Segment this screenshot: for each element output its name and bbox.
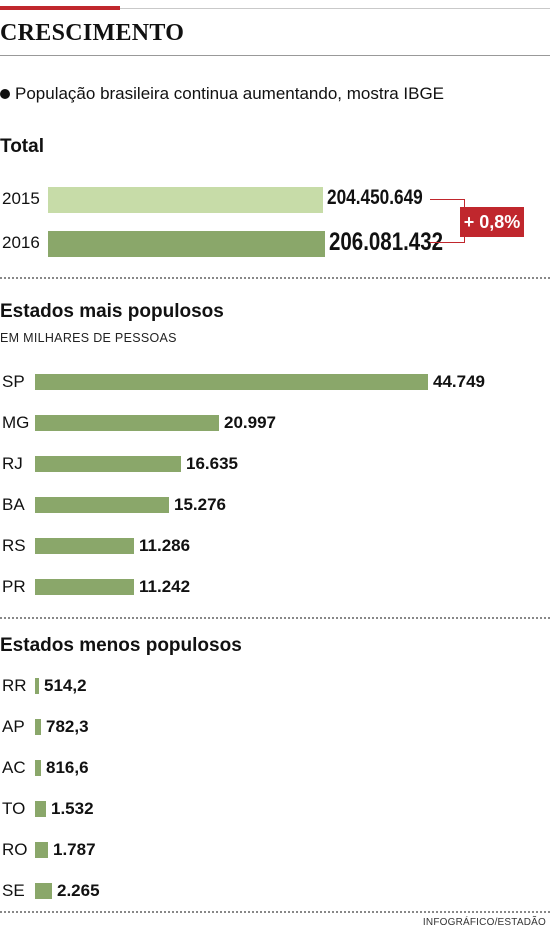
credit-label: INFOGRÁFICO/ESTADÃO	[422, 917, 546, 928]
state-label: RS	[2, 536, 26, 555]
state-value-label: 11.242	[139, 577, 191, 596]
state-bar	[35, 497, 169, 513]
state-value-label: 816,6	[46, 758, 89, 777]
state-label: MG	[2, 413, 30, 432]
total-value-label: 204.450.649	[327, 186, 423, 209]
state-label: BA	[2, 495, 25, 514]
year-label: 2016	[2, 233, 40, 252]
total-value-label: 206.081.432	[329, 228, 444, 256]
state-bar	[35, 415, 219, 431]
state-bar	[35, 842, 48, 858]
state-label: RO	[2, 840, 28, 859]
state-bar	[35, 456, 181, 472]
state-value-label: 11.286	[139, 536, 191, 555]
most-populous-title: Estados mais populosos	[0, 301, 224, 322]
header-accent-bar	[0, 6, 120, 10]
state-bar	[35, 538, 134, 554]
state-label: RJ	[2, 454, 23, 473]
state-bar	[35, 801, 46, 817]
header-top-rule	[120, 8, 550, 9]
footer-divider	[0, 911, 550, 913]
state-label: PR	[2, 577, 26, 596]
state-label: SE	[2, 881, 25, 900]
title-divider	[0, 55, 550, 56]
state-bar	[35, 374, 428, 390]
state-bar	[35, 760, 41, 776]
page-subtitle: População brasileira continua aumentando…	[15, 84, 445, 103]
state-value-label: 15.276	[174, 495, 226, 514]
total-bar	[48, 231, 325, 257]
state-bar	[35, 719, 41, 735]
state-bar	[35, 678, 39, 694]
units-note: EM MILHARES DE PESSOAS	[0, 331, 177, 345]
state-label: SP	[2, 372, 25, 391]
bullet-icon	[0, 89, 10, 99]
total-bar	[48, 187, 323, 213]
state-label: TO	[2, 799, 26, 818]
state-value-label: 514,2	[44, 676, 87, 695]
state-value-label: 16.635	[186, 454, 238, 473]
least-populous-title: Estados menos populosos	[0, 635, 242, 656]
state-label: AP	[2, 717, 25, 736]
section-divider	[0, 277, 550, 279]
state-value-label: 1.532	[51, 799, 94, 818]
page-title: CRESCIMENTO	[0, 20, 185, 46]
state-value-label: 2.265	[57, 881, 100, 900]
state-value-label: 20.997	[224, 413, 276, 432]
state-bar	[35, 579, 134, 595]
state-bar	[35, 883, 52, 899]
state-label: RR	[2, 676, 27, 695]
state-value-label: 44.749	[433, 372, 485, 391]
total-section-title: Total	[0, 136, 44, 157]
state-label: AC	[2, 758, 26, 777]
section-divider	[0, 617, 550, 619]
growth-badge: + 0,8%	[460, 207, 524, 237]
state-value-label: 1.787	[53, 840, 96, 859]
year-label: 2015	[2, 189, 40, 208]
state-value-label: 782,3	[46, 717, 89, 736]
